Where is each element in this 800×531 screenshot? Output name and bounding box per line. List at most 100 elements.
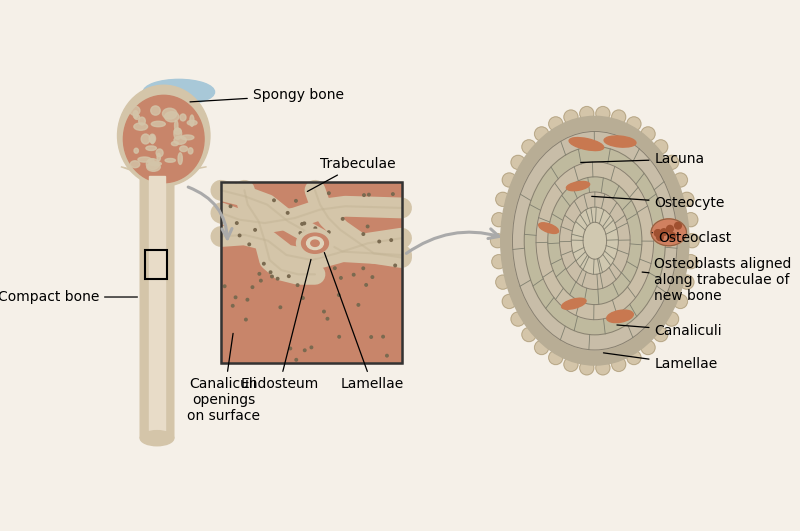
- Circle shape: [641, 127, 655, 141]
- Ellipse shape: [174, 121, 178, 131]
- Circle shape: [295, 358, 298, 361]
- Ellipse shape: [571, 207, 618, 275]
- Text: Osteoclast: Osteoclast: [652, 231, 731, 245]
- Circle shape: [378, 240, 381, 243]
- Circle shape: [674, 173, 687, 187]
- Circle shape: [326, 318, 329, 320]
- Ellipse shape: [151, 121, 166, 127]
- Circle shape: [627, 350, 641, 365]
- Ellipse shape: [149, 134, 155, 143]
- Circle shape: [564, 357, 578, 371]
- Text: Canaliculi
openings
on surface: Canaliculi openings on surface: [187, 333, 260, 423]
- Circle shape: [301, 222, 303, 225]
- Circle shape: [262, 262, 265, 265]
- Circle shape: [338, 294, 340, 296]
- Circle shape: [661, 229, 667, 235]
- Ellipse shape: [513, 132, 677, 350]
- Circle shape: [318, 252, 320, 254]
- Ellipse shape: [143, 79, 214, 105]
- Circle shape: [580, 107, 594, 121]
- Circle shape: [270, 271, 272, 273]
- Circle shape: [580, 361, 594, 375]
- Circle shape: [549, 350, 562, 365]
- Circle shape: [260, 279, 262, 282]
- Ellipse shape: [118, 85, 210, 186]
- Ellipse shape: [130, 161, 140, 168]
- Circle shape: [657, 234, 663, 241]
- Text: Spongy bone: Spongy bone: [190, 88, 344, 102]
- Circle shape: [302, 297, 304, 299]
- Circle shape: [371, 276, 374, 278]
- Circle shape: [238, 234, 241, 237]
- Circle shape: [596, 361, 610, 375]
- Circle shape: [684, 255, 698, 269]
- Ellipse shape: [141, 134, 150, 144]
- Ellipse shape: [187, 121, 197, 125]
- Circle shape: [674, 294, 687, 309]
- Ellipse shape: [174, 128, 182, 140]
- Text: Lamellae: Lamellae: [324, 253, 403, 391]
- Ellipse shape: [162, 108, 177, 119]
- Text: Osteocyte: Osteocyte: [592, 196, 725, 210]
- Ellipse shape: [133, 110, 138, 118]
- Ellipse shape: [123, 96, 204, 183]
- Ellipse shape: [306, 237, 323, 250]
- Bar: [221, 182, 402, 363]
- Circle shape: [286, 212, 289, 214]
- Circle shape: [353, 273, 355, 276]
- Ellipse shape: [157, 153, 161, 161]
- Circle shape: [357, 304, 360, 306]
- Ellipse shape: [569, 138, 604, 151]
- Circle shape: [674, 222, 682, 229]
- Circle shape: [522, 328, 536, 341]
- Circle shape: [390, 239, 393, 242]
- Circle shape: [338, 336, 341, 338]
- Ellipse shape: [548, 177, 642, 305]
- Circle shape: [299, 232, 302, 234]
- Circle shape: [279, 306, 282, 309]
- Ellipse shape: [302, 233, 329, 253]
- Circle shape: [549, 117, 562, 131]
- Ellipse shape: [606, 310, 634, 323]
- Ellipse shape: [134, 123, 148, 130]
- Circle shape: [654, 140, 668, 154]
- Ellipse shape: [174, 129, 181, 134]
- Circle shape: [310, 346, 313, 349]
- Circle shape: [294, 200, 297, 202]
- Circle shape: [327, 231, 330, 234]
- Circle shape: [328, 192, 330, 194]
- Circle shape: [365, 284, 367, 286]
- Circle shape: [511, 156, 525, 169]
- Circle shape: [534, 340, 549, 355]
- Circle shape: [314, 227, 317, 229]
- Circle shape: [334, 267, 336, 269]
- Circle shape: [655, 230, 662, 237]
- Circle shape: [386, 354, 388, 357]
- Text: Compact bone: Compact bone: [0, 290, 138, 304]
- Circle shape: [322, 310, 326, 313]
- Ellipse shape: [181, 135, 194, 140]
- Circle shape: [665, 312, 678, 326]
- Circle shape: [254, 229, 256, 231]
- Ellipse shape: [524, 147, 666, 335]
- Circle shape: [273, 199, 275, 202]
- Bar: [221, 182, 402, 363]
- Circle shape: [522, 140, 536, 154]
- Text: Lacuna: Lacuna: [581, 152, 705, 166]
- Circle shape: [627, 117, 641, 131]
- Circle shape: [490, 234, 505, 248]
- Circle shape: [502, 294, 516, 309]
- Circle shape: [366, 225, 369, 228]
- Ellipse shape: [146, 159, 159, 169]
- Circle shape: [342, 218, 344, 220]
- Ellipse shape: [178, 153, 182, 165]
- Ellipse shape: [174, 136, 186, 144]
- Ellipse shape: [150, 106, 160, 115]
- Circle shape: [496, 275, 510, 289]
- Ellipse shape: [148, 159, 154, 163]
- Ellipse shape: [165, 112, 179, 122]
- Ellipse shape: [180, 114, 186, 121]
- Ellipse shape: [190, 115, 194, 126]
- Bar: [146, 250, 167, 279]
- Circle shape: [641, 340, 655, 355]
